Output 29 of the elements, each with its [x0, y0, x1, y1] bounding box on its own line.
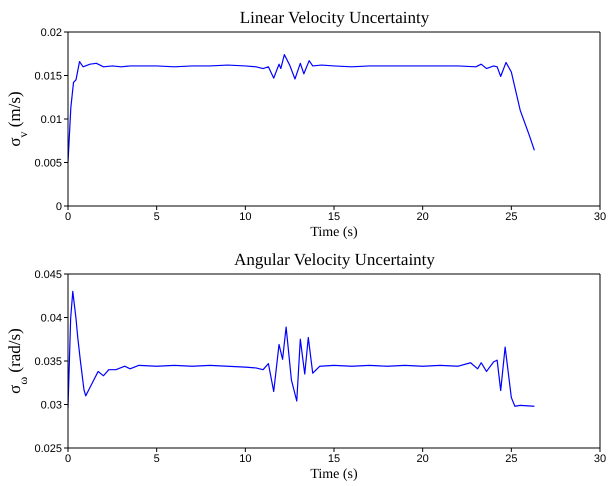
line-series — [68, 290, 535, 409]
x-axis-title: Time (s) — [310, 225, 358, 240]
chart-title: Angular Velocity Uncertainty — [233, 250, 436, 270]
y-tick-label: 0.01 — [40, 114, 62, 126]
y-tick-label: 0.04 — [40, 312, 62, 324]
x-tick-label: 20 — [416, 452, 429, 465]
x-tick-label: 0 — [64, 210, 72, 223]
x-tick-label: 25 — [505, 210, 518, 223]
y-tick-label: 0.02 — [40, 26, 62, 39]
y-tick-label: 0 — [56, 200, 62, 213]
x-tick-label: 30 — [594, 452, 606, 465]
x-tick-label: 5 — [154, 210, 160, 223]
y-tick-label: 0.025 — [34, 442, 62, 455]
x-tick-label: 10 — [239, 452, 252, 465]
y-tick-label: 0.015 — [34, 70, 62, 82]
x-tick-label: 15 — [328, 210, 340, 223]
x-tick-label: 15 — [328, 452, 340, 465]
x-tick-label: 0 — [64, 452, 72, 465]
y-tick-label: 0.035 — [34, 356, 62, 368]
y-tick-label: 0.03 — [40, 399, 62, 412]
x-tick-label: 30 — [594, 210, 606, 223]
y-tick-label: 0.005 — [34, 157, 62, 170]
x-tick-label: 10 — [239, 210, 252, 223]
y-tick-label: 0.045 — [34, 268, 62, 281]
x-axis-title: Time (s) — [310, 467, 358, 482]
chart-title: Linear Velocity Uncertainty — [238, 8, 430, 28]
x-tick-label: 25 — [505, 452, 518, 465]
x-tick-label: 5 — [154, 452, 160, 465]
x-tick-label: 20 — [416, 210, 429, 223]
